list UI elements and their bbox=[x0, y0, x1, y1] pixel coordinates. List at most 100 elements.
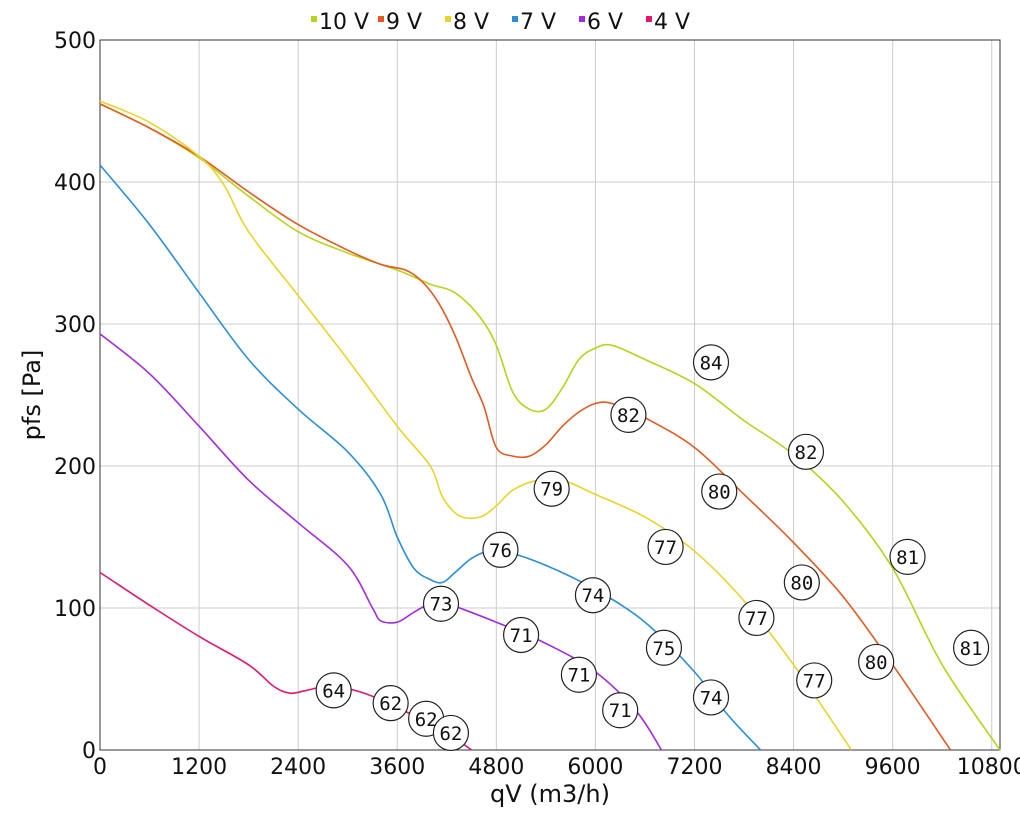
efficiency-bubble-circle bbox=[610, 396, 647, 433]
series-line-8v bbox=[99, 100, 853, 751]
efficiency-bubble: 81 bbox=[889, 538, 926, 575]
efficiency-bubble: 76 bbox=[482, 531, 519, 568]
efficiency-bubble-label: 74 bbox=[581, 585, 604, 607]
legend-label: 10 V bbox=[319, 10, 369, 35]
efficiency-bubble-circle bbox=[422, 585, 460, 622]
x-tick-label: 10800 bbox=[957, 755, 1020, 780]
efficiency-bubble: 71 bbox=[560, 656, 597, 693]
efficiency-bubble-circle bbox=[692, 344, 730, 381]
efficiency-bubble-label: 84 bbox=[700, 352, 723, 374]
series-line-7v bbox=[99, 164, 762, 751]
plot-frame bbox=[99, 39, 1001, 751]
efficiency-bubble-circle bbox=[482, 531, 519, 568]
x-tick-label: 9600 bbox=[865, 755, 921, 780]
efficiency-bubble-label: 64 bbox=[322, 680, 345, 702]
y-tick-label: 500 bbox=[54, 29, 96, 54]
efficiency-bubble-circle bbox=[574, 577, 612, 614]
x-tick-label: 3600 bbox=[369, 755, 425, 780]
legend-swatch bbox=[579, 16, 585, 22]
series-line-6v bbox=[99, 333, 663, 751]
efficiency-bubble: 73 bbox=[422, 585, 460, 622]
efficiency-bubble: 71 bbox=[503, 616, 540, 654]
legend-item: 9 V bbox=[378, 10, 422, 35]
efficiency-bubble-label: 80 bbox=[708, 482, 731, 504]
legend-label: 8 V bbox=[453, 10, 489, 35]
efficiency-bubble-circle bbox=[432, 714, 470, 752]
efficiency-bubble: 74 bbox=[574, 577, 612, 614]
efficiency-bubble-label: 73 bbox=[430, 594, 453, 616]
efficiency-bubble: 82 bbox=[787, 433, 825, 470]
x-tick-label: 1200 bbox=[171, 755, 227, 780]
legend-label: 6 V bbox=[587, 10, 623, 35]
legend-item: 7 V bbox=[512, 10, 556, 35]
efficiency-bubble: 80 bbox=[701, 473, 738, 510]
efficiency-bubble-label: 82 bbox=[617, 405, 640, 427]
efficiency-bubble-circle bbox=[858, 643, 895, 681]
efficiency-bubble: 75 bbox=[645, 629, 683, 666]
legend-item: 4 V bbox=[646, 10, 690, 35]
efficiency-bubble-label: 62 bbox=[439, 723, 462, 745]
x-tick-label: 6000 bbox=[567, 755, 623, 780]
legend-swatch bbox=[311, 16, 317, 22]
efficiency-bubble-circle bbox=[701, 473, 738, 510]
efficiency-bubble-circle bbox=[692, 679, 730, 716]
efficiency-bubble-label: 62 bbox=[379, 693, 402, 715]
efficiency-bubble-label: 62 bbox=[415, 709, 438, 731]
efficiency-bubble-circle bbox=[503, 616, 540, 654]
efficiency-bubble: 77 bbox=[647, 528, 684, 566]
efficiency-bubble-circle bbox=[889, 538, 926, 575]
efficiency-bubble: 62 bbox=[372, 685, 409, 722]
efficiency-bubble: 79 bbox=[533, 470, 570, 507]
legend-label: 4 V bbox=[654, 10, 690, 35]
efficiency-bubble-circle bbox=[738, 599, 775, 637]
efficiency-bubble-label: 80 bbox=[790, 572, 813, 594]
efficiency-bubble: 71 bbox=[602, 692, 639, 729]
efficiency-bubble-circle bbox=[560, 656, 597, 693]
y-tick-label: 100 bbox=[54, 597, 96, 622]
efficiency-bubble: 77 bbox=[796, 662, 833, 699]
efficiency-bubble-circle bbox=[787, 433, 825, 470]
efficiency-bubble-label: 80 bbox=[865, 652, 888, 674]
efficiency-bubble: 80 bbox=[858, 643, 895, 681]
tick-layer: 0 1200 2400 3600 4800 6000 7200 8400 9600 10800 0 1… bbox=[54, 29, 1020, 780]
x-tick-label: 0 bbox=[93, 755, 107, 780]
efficiency-bubble: 82 bbox=[610, 396, 647, 433]
x-tick-label: 8400 bbox=[766, 755, 822, 780]
efficiency-bubble-label: 81 bbox=[896, 547, 919, 569]
legend-item: 8 V bbox=[445, 10, 489, 35]
efficiency-bubble-circle bbox=[796, 662, 833, 699]
series-line-10v bbox=[99, 103, 1001, 751]
legend-swatch bbox=[646, 16, 652, 22]
legend-item: 10 V bbox=[311, 10, 369, 35]
efficiency-bubble: 80 bbox=[783, 564, 820, 601]
y-tick-label: 200 bbox=[54, 455, 96, 480]
x-tick-label: 7200 bbox=[666, 755, 722, 780]
efficiency-bubble-label: 74 bbox=[700, 687, 723, 709]
efficiency-bubble-circle bbox=[783, 564, 820, 601]
efficiency-bubble-label: 82 bbox=[795, 442, 818, 464]
y-tick-label: 400 bbox=[54, 171, 96, 196]
x-axis-label: qV (m3/h) bbox=[490, 780, 610, 808]
efficiency-bubble-label: 77 bbox=[803, 670, 826, 692]
efficiency-bubble-label: 75 bbox=[652, 638, 675, 660]
legend-swatch bbox=[512, 16, 518, 22]
efficiency-bubble-label: 77 bbox=[654, 537, 677, 559]
legend-swatch bbox=[445, 16, 451, 22]
efficiency-bubble: 62 bbox=[432, 714, 470, 752]
efficiency-bubble: 77 bbox=[738, 599, 775, 637]
efficiency-bubble: 84 bbox=[692, 344, 730, 381]
efficiency-bubble-label: 71 bbox=[510, 625, 533, 647]
efficiency-bubble-label: 79 bbox=[540, 479, 563, 501]
efficiency-bubble-circle bbox=[372, 685, 409, 722]
legend-label: 9 V bbox=[386, 10, 422, 35]
efficiency-bubble-label: 71 bbox=[567, 665, 590, 687]
annotation-layer: 84 82 81 81 82 80 80 80 79 77 77 77 76 74 75 74 73 71 71 71… bbox=[315, 344, 990, 752]
grid-layer bbox=[99, 39, 1000, 751]
efficiency-bubble-circle bbox=[645, 629, 683, 666]
efficiency-bubble-label: 77 bbox=[745, 608, 768, 630]
x-tick-label: 2400 bbox=[270, 755, 326, 780]
y-tick-label: 0 bbox=[82, 739, 96, 764]
y-tick-label: 300 bbox=[54, 313, 96, 338]
